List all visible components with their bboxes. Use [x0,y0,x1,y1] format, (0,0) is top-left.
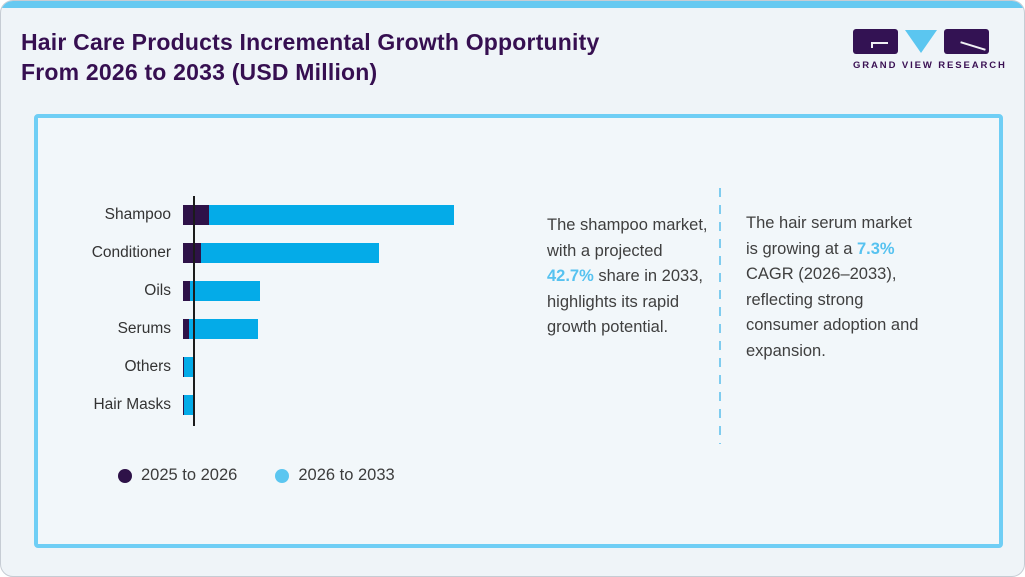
bar-group [183,319,258,339]
legend-dot-blue [275,468,290,483]
note-serum: The hair serum market is growing at a 7.… [746,211,928,364]
dashed-divider [719,188,721,444]
bar-segment-2026-to-2033 [184,395,193,415]
note-accent-value: 42.7% [547,267,594,285]
logo-wordmark: GRAND VIEW RESEARCH [853,60,1007,71]
legend-label: 2025 to 2026 [141,466,238,484]
bar-segment-2026-to-2033 [190,281,260,301]
chart-panel: Shampoo Conditioner Oils Serums Others Hair M… [34,114,1003,548]
gvr-logo-mark [853,29,999,54]
gvr-logo-r-detail [960,41,986,51]
chart-row-hair-masks: Hair Masks [46,395,516,415]
category-label: Conditioner [91,244,171,261]
bar-group [183,243,379,263]
bar-group [183,357,194,377]
grand-view-research-logo: GRAND VIEW RESEARCH [853,29,1007,71]
chart-row-oils: Oils [46,281,516,301]
chart-row-serums: Serums [46,319,516,339]
bar-group [183,395,193,415]
chart-axis-line [193,196,195,426]
gvr-logo-g-detail [871,42,873,48]
gvr-logo-r-icon [944,29,989,54]
gvr-logo-g-detail [871,42,888,44]
legend-dot-purple [118,468,132,483]
gvr-logo-g-icon [853,29,898,54]
page-title: Hair Care Products Incremental Growth Op… [21,27,600,87]
chart-row-shampoo: Shampoo [46,205,516,225]
bar-chart: Shampoo Conditioner Oils Serums Others Hair M… [46,196,516,426]
top-accent-strip [1,1,1024,8]
bar-segment-2026-to-2033 [189,319,258,339]
bar-segment-2025-to-2026 [183,357,184,377]
page-title-line2: From 2026 to 2033 (USD Million) [21,59,378,85]
page-title-line1: Hair Care Products Incremental Growth Op… [21,29,600,55]
chart-row-others: Others [46,357,516,377]
bar-group [183,205,454,225]
note-text: CAGR (2026–2033), reflecting strong cons… [746,265,919,360]
bar-segment-2026-to-2033 [184,357,194,377]
note-shampoo: The shampoo market, with a projected 42.… [547,213,713,341]
category-label: Hair Masks [93,396,171,413]
bar-segment-2025-to-2026 [183,395,184,415]
chart-legend: 2025 to 2026 2026 to 2033 [118,466,395,485]
legend-item-2026-2033: 2026 to 2033 [275,466,395,485]
bar-segment-2025-to-2026 [183,319,189,339]
bar-segment-2026-to-2033 [209,205,454,225]
legend-label: 2026 to 2033 [298,466,395,484]
bar-segment-2025-to-2026 [183,243,201,263]
bar-segment-2026-to-2033 [201,243,379,263]
gvr-logo-v-icon [905,30,937,53]
category-label: Serums [117,320,171,337]
bar-segment-2025-to-2026 [183,205,209,225]
category-label: Others [124,358,171,375]
note-text: The shampoo market, with a projected [547,216,708,260]
note-accent-value: 7.3% [856,239,895,258]
legend-item-2025-2026: 2025 to 2026 [118,466,237,485]
bar-segment-2025-to-2026 [183,281,190,301]
chart-row-conditioner: Conditioner [46,243,516,263]
note-text: The hair serum market is growing at a [746,214,912,258]
note-text: share in 2033, highlights its rapid grow… [547,267,703,336]
category-label: Oils [144,282,171,299]
bar-group [183,281,260,301]
category-label: Shampoo [104,206,171,223]
